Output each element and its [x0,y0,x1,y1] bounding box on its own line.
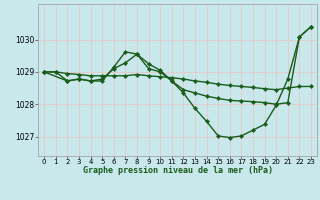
X-axis label: Graphe pression niveau de la mer (hPa): Graphe pression niveau de la mer (hPa) [83,166,273,175]
